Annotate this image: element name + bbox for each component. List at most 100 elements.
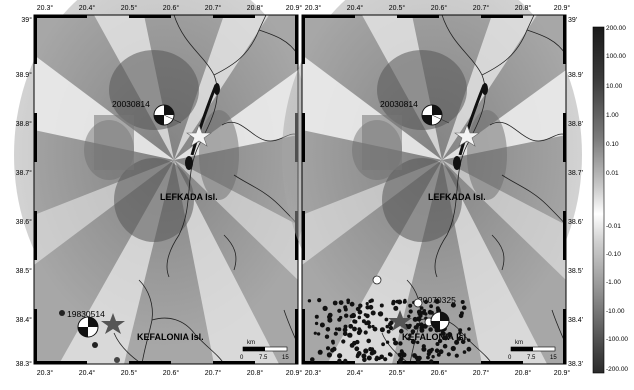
lon-tick-label: 20.3° <box>305 369 322 377</box>
aftershock-dot <box>400 349 404 353</box>
aftershock-dot <box>347 333 352 338</box>
aftershock-dot <box>325 335 329 339</box>
lat-tick-label: 38.8° <box>16 120 33 128</box>
colorbar-tick-label: -100.00 <box>606 336 628 343</box>
aftershock-dot <box>339 316 342 319</box>
lon-tick-label: 20.3° <box>305 4 322 12</box>
aftershock-dot <box>461 340 466 345</box>
aftershock-dot <box>368 300 372 304</box>
aftershock-dot <box>366 302 369 305</box>
aftershock-dot <box>386 341 389 344</box>
aftershock-dot <box>443 344 448 349</box>
lon-tick-label: 20.7° <box>473 4 490 12</box>
aftershock-dot <box>429 304 433 308</box>
aftershock-dot <box>467 347 472 352</box>
lat-tick-label: 39' <box>568 17 577 24</box>
aftershock-dot <box>458 332 461 335</box>
lon-tick-label: 20.9° <box>286 4 303 12</box>
aftershock-dot <box>467 339 470 342</box>
aftershock-dot <box>320 323 325 328</box>
aftershock-dot <box>368 325 372 329</box>
aftershock-dot <box>358 316 362 320</box>
lon-tick-label: 20.3° <box>37 4 54 12</box>
scale-unit: km <box>515 340 523 346</box>
aftershock-dot <box>315 315 319 319</box>
aftershock-dot <box>354 346 359 351</box>
aftershock-dot <box>393 338 396 341</box>
lat-tick-label: 38.7° <box>16 169 33 177</box>
aftershock-dot <box>343 305 347 309</box>
aftershock-dot <box>364 330 368 334</box>
aftershock-dot <box>398 341 402 345</box>
scale-tick: 7.5 <box>259 355 268 361</box>
aftershock-dot <box>393 306 398 311</box>
aftershock-dot <box>379 355 384 360</box>
lon-tick-label: 20.8° <box>247 4 264 12</box>
lat-tick-label: 38.6' <box>568 219 583 226</box>
aftershock-dot <box>392 300 396 304</box>
aftershock-dot <box>467 327 471 331</box>
aftershock-dot <box>369 305 374 310</box>
scale-tick: 15 <box>282 355 289 361</box>
aftershock-dot <box>333 301 338 306</box>
aftershock-dot <box>441 331 446 336</box>
aftershock-dot <box>426 356 430 360</box>
lat-tick-label: 38.4' <box>568 317 583 324</box>
lat-tick-label: 38.3° <box>16 360 33 368</box>
aftershock-dot <box>435 348 440 353</box>
aftershock-dot <box>344 325 348 329</box>
scale-unit: km <box>247 340 255 346</box>
aftershock-dot <box>381 342 385 346</box>
aftershock-dot <box>356 353 360 357</box>
aftershock-dot <box>451 346 456 351</box>
colorbar-tick-label: 1.00 <box>606 112 619 119</box>
lon-tick-label: 20.7° <box>205 4 222 12</box>
aftershock-dot <box>328 316 332 320</box>
lon-tick-label: 20.4° <box>79 369 96 377</box>
epicenter-dot <box>114 357 120 363</box>
aftershock-dot <box>308 299 311 302</box>
beachball-icon <box>78 317 98 337</box>
aftershock-dot <box>310 357 315 362</box>
beachball-icon <box>431 312 449 330</box>
aftershock-dot <box>447 352 451 356</box>
map-panel-right: 20.3° 20.4° 20.5° 20.6° 20.7° 20.8° 20.9… <box>282 0 583 377</box>
lat-tick-label: 38.5' <box>568 268 583 275</box>
aftershock-dot <box>317 298 321 302</box>
aftershock-dot <box>429 359 433 363</box>
aftershock-dot <box>350 302 355 307</box>
island-label-lefkada: LEFKADA Isl. <box>428 192 486 202</box>
lon-tick-label: 20.9° <box>554 369 571 377</box>
aftershock-dot <box>407 337 410 340</box>
aftershock-dot <box>314 332 317 335</box>
aftershock-dot <box>317 332 320 335</box>
aftershock-dot <box>371 350 376 355</box>
aftershock-dot <box>363 348 368 353</box>
aftershock-dot <box>431 355 434 358</box>
aftershock-dot <box>362 358 367 363</box>
aftershock-dot <box>408 304 412 308</box>
aftershock-dot <box>435 299 440 304</box>
aftershock-dot <box>323 306 328 311</box>
aftershock-dot <box>447 332 452 337</box>
lon-tick-label: 20.5° <box>121 369 138 377</box>
aftershock-dot <box>430 348 434 352</box>
aftershock-dot <box>430 311 434 315</box>
lon-tick-label: 20.8° <box>515 369 532 377</box>
aftershock-dot <box>358 310 363 315</box>
aftershock-dot <box>409 309 413 313</box>
aftershock-dot <box>375 356 379 360</box>
event-label-20030814: 20030814 <box>380 99 418 109</box>
aftershock-dot <box>355 340 359 344</box>
lon-tick-label: 20.8° <box>515 4 532 12</box>
lat-tick-label: 38.9° <box>16 71 33 79</box>
colorbar-tick-label: -1.00 <box>606 279 621 286</box>
aftershock-dot <box>337 353 342 358</box>
colorbar-tick-label: -0.10 <box>606 251 621 258</box>
colorbar-tick-label: 0.01 <box>606 170 619 177</box>
aftershock-dot <box>339 300 344 305</box>
aftershock-dot <box>334 332 338 336</box>
aftershock-dot <box>335 327 338 330</box>
lon-tick-label: 20.6° <box>163 369 180 377</box>
